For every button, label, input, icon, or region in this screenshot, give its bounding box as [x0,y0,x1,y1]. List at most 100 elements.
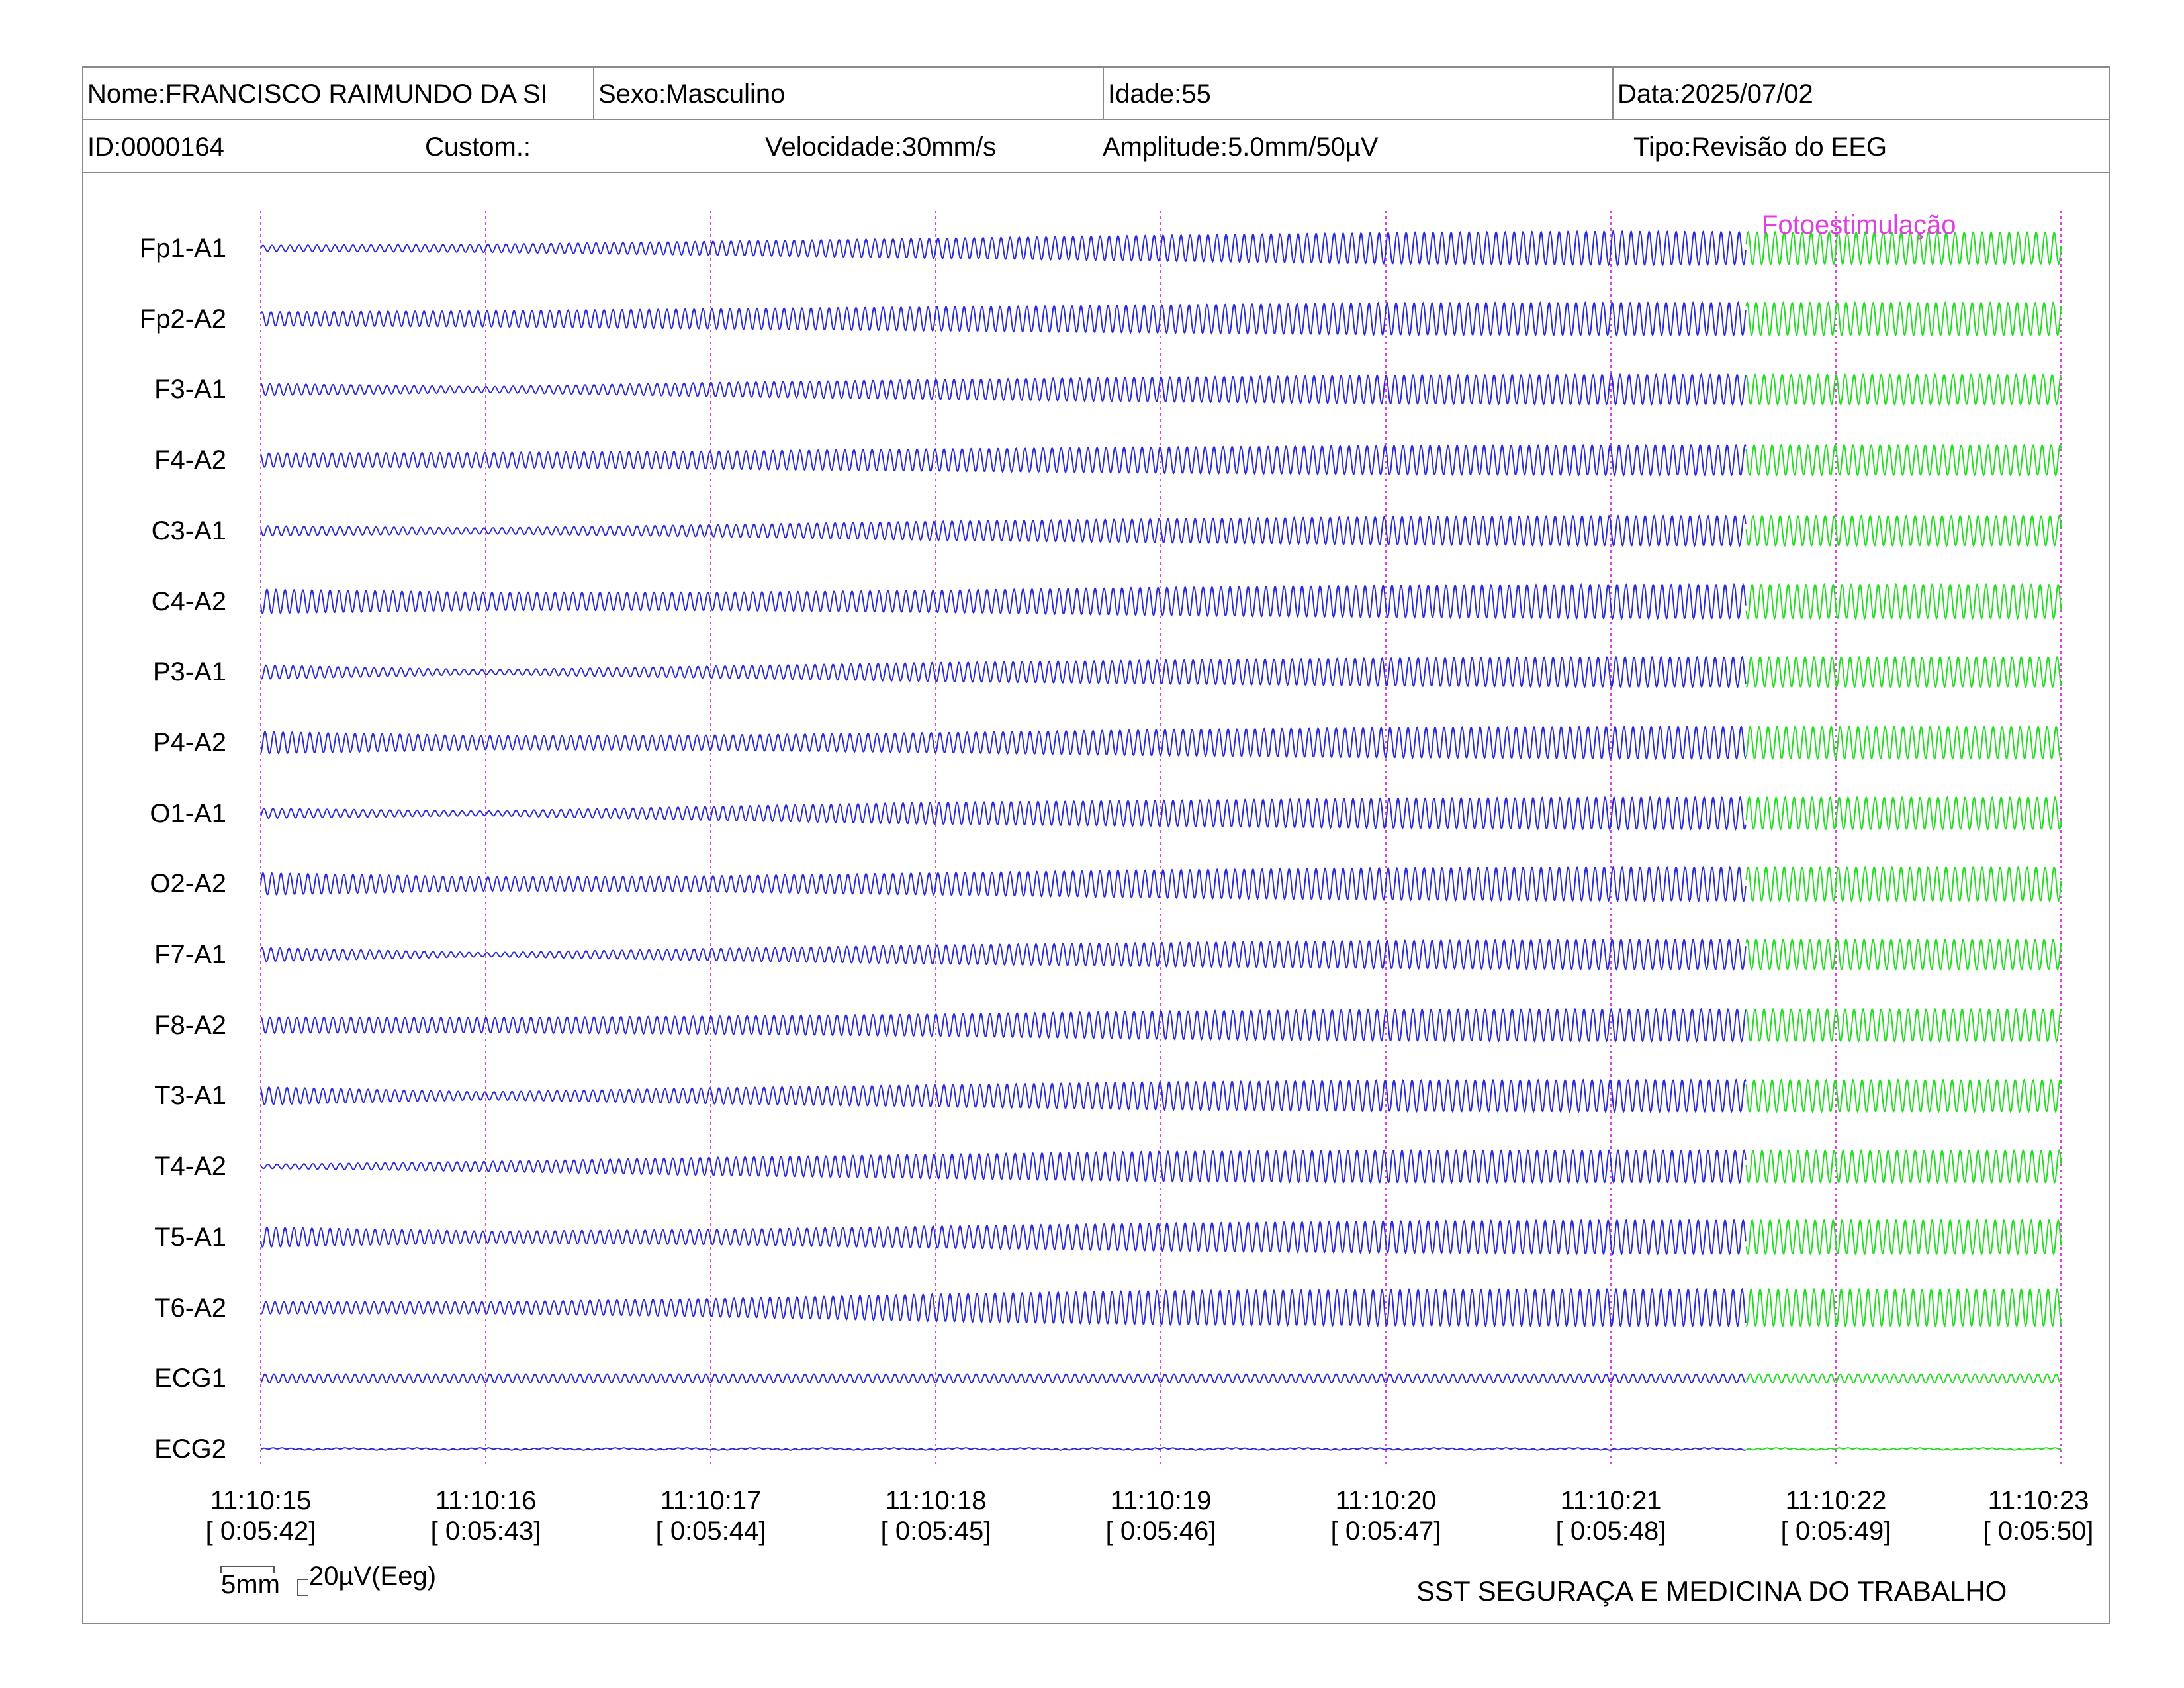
photic-trace-f4-a2 [1745,444,2062,477]
channel-label: P3-A1 [152,657,226,687]
channel-label: ECG2 [154,1434,226,1464]
photic-trace-o2-a2 [1745,865,2062,903]
time-tick-label: 11:10:18[ 0:05:45] [856,1485,1015,1546]
exam-date: Data:2025/07/02 [1612,68,2110,119]
time-tick-label: 11:10:15[ 0:05:42] [181,1485,340,1546]
eeg-trace-o1-a1 [260,796,1747,831]
photic-trace-p4-a2 [1745,725,2062,761]
photic-stimulation-annotation: Fotoestimulação [1762,211,1956,240]
eeg-trace-t4-a2 [260,1149,1747,1184]
channel-label: T3-A1 [154,1081,226,1111]
eeg-trace-p4-a2 [260,725,1747,761]
photic-trace-ecg2 [1746,1447,2062,1451]
photic-trace-o1-a1 [1745,796,2062,831]
time-tick-label: 11:10:22[ 0:05:49] [1756,1485,1915,1546]
elapsed-time: [ 0:05:48] [1555,1517,1666,1546]
channel-traces [260,230,2062,1451]
eeg-trace-f8-a2 [260,1008,1747,1043]
channel-label: T4-A2 [154,1152,226,1182]
patient-sex: Sexo:Masculino [593,68,1103,119]
channel-label: F3-A1 [154,375,226,404]
clock-time: 11:10:20 [1335,1486,1437,1515]
photic-trace-f7-a1 [1745,938,2062,971]
elapsed-time: [ 0:05:47] [1330,1517,1441,1546]
amplitude-setting: Amplitude:5.0mm/50µV [1103,132,1379,162]
channel-label: F4-A2 [154,445,226,475]
custom-field: Custom.: [425,132,531,162]
clock-time: 11:10:17 [660,1486,762,1515]
review-type: Tipo:Revisão do EEG [1633,132,1888,162]
photic-trace-t6-a2 [1745,1288,2062,1328]
time-tick-label: 11:10:16[ 0:05:43] [406,1485,565,1546]
channel-label: C4-A2 [151,586,226,616]
calibration-marks [220,1566,308,1596]
clock-time: 11:10:16 [435,1486,537,1515]
eeg-trace-ecg2 [260,1447,1746,1451]
patient-age: Idade:55 [1103,68,1612,119]
photic-trace-fp1-a1 [1745,230,2062,266]
channel-label: T6-A2 [154,1293,226,1323]
photic-trace-fp2-a2 [1745,301,2062,337]
header-row-patient: Nome:FRANCISCO RAIMUNDO DA SI Sexo:Mascu… [83,68,2109,120]
elapsed-time: [ 0:05:45] [880,1517,991,1546]
photic-trace-t4-a2 [1745,1149,2062,1184]
clock-time: 11:10:23 [1987,1486,2089,1515]
elapsed-time: [ 0:05:42] [205,1517,316,1546]
clock-time: 11:10:15 [210,1486,312,1515]
organization-footer: SST SEGURAÇA E MEDICINA DO TRABALHO [1416,1575,2007,1607]
photic-trace-t3-a1 [1745,1078,2062,1113]
eeg-trace-t6-a2 [260,1288,1747,1328]
eeg-trace-o2-a2 [260,865,1747,903]
patient-name: Nome:FRANCISCO RAIMUNDO DA SI [87,79,548,109]
channel-label: O1-A1 [150,798,226,828]
photic-trace-f3-a1 [1745,373,2062,406]
eeg-trace-t3-a1 [260,1078,1747,1113]
patient-id: ID:0000164 [87,132,224,162]
channel-label: P4-A2 [152,727,226,757]
paper-speed: Velocidade:30mm/s [765,132,997,162]
time-tick-label: 11:10:20[ 0:05:47] [1306,1485,1465,1546]
eeg-trace-fp2-a2 [260,301,1747,337]
photic-trace-p3-a1 [1745,655,2062,688]
clock-time: 11:10:22 [1785,1486,1887,1515]
time-scale-label: 5mm [221,1570,280,1599]
channel-label: C3-A1 [151,516,226,545]
photic-trace-f8-a2 [1745,1008,2062,1043]
eeg-trace-c4-a2 [260,583,1747,620]
time-tick-label: 11:10:17[ 0:05:44] [631,1485,790,1546]
channel-label: F8-A2 [154,1010,226,1040]
eeg-trace-ecg1 [260,1373,1746,1383]
clock-time: 11:10:19 [1110,1486,1212,1515]
elapsed-time: [ 0:05:50] [1983,1517,2094,1546]
time-markers [260,211,2062,1466]
elapsed-time: [ 0:05:49] [1780,1517,1891,1546]
channel-label: F7-A1 [154,940,226,969]
eeg-trace-p3-a1 [260,655,1747,688]
eeg-trace-t5-a1 [260,1218,1747,1256]
clock-time: 11:10:21 [1560,1486,1662,1515]
eeg-trace-f3-a1 [260,373,1747,406]
time-scale-bracket [220,1566,275,1573]
eeg-trace-f7-a1 [260,938,1747,971]
eeg-trace-fp1-a1 [260,230,1747,267]
header-row-recording: ID:0000164 Custom.: Velocidade:30mm/s Am… [83,120,2109,173]
channel-label: Fp2-A2 [139,304,226,334]
time-tick-label: 11:10:21[ 0:05:48] [1531,1485,1690,1546]
time-tick-label: 11:10:23[ 0:05:50] [1959,1485,2118,1546]
clock-time: 11:10:18 [885,1486,987,1515]
photic-trace-c3-a1 [1745,514,2062,547]
channel-label: ECG1 [154,1364,226,1393]
channel-label: Fp1-A1 [139,234,226,263]
eeg-trace-f4-a2 [260,444,1747,477]
channel-label: O2-A2 [150,869,226,899]
amplitude-scale-box [297,1579,308,1596]
eeg-trace-c3-a1 [260,514,1747,547]
elapsed-time: [ 0:05:46] [1105,1517,1216,1546]
eeg-report-sheet: Nome:FRANCISCO RAIMUNDO DA SI Sexo:Mascu… [82,66,2110,1624]
photic-trace-ecg1 [1745,1373,2062,1383]
photic-trace-t5-a1 [1745,1218,2062,1256]
amplitude-scale-label: 20µV(Eeg) [309,1562,437,1591]
channel-label: T5-A1 [154,1222,226,1252]
photic-trace-c4-a2 [1745,583,2062,620]
